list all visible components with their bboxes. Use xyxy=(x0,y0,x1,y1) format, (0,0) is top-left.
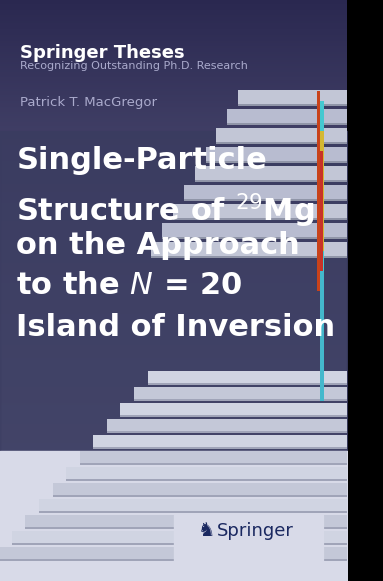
Bar xyxy=(12,531,347,545)
Text: Patrick T. MacGregor: Patrick T. MacGregor xyxy=(20,96,157,109)
Bar xyxy=(147,371,347,385)
Bar xyxy=(52,495,347,497)
Text: ♞: ♞ xyxy=(197,522,215,540)
Bar xyxy=(93,435,347,449)
Bar xyxy=(216,128,347,144)
Text: Structure of $^{29}$Mg: Structure of $^{29}$Mg xyxy=(16,191,315,229)
Bar xyxy=(66,479,347,481)
Bar xyxy=(162,223,347,239)
Bar xyxy=(173,204,347,220)
Bar xyxy=(147,383,347,385)
Bar xyxy=(238,90,347,106)
Bar xyxy=(317,91,319,291)
Bar xyxy=(321,131,324,251)
Bar xyxy=(52,483,347,497)
Text: Springer: Springer xyxy=(217,522,294,540)
Bar xyxy=(227,109,347,125)
Bar xyxy=(195,180,347,182)
Bar xyxy=(227,123,347,125)
Bar xyxy=(107,431,347,433)
Bar xyxy=(134,387,347,401)
Bar xyxy=(120,403,347,417)
Bar xyxy=(162,237,347,239)
Bar xyxy=(321,101,324,311)
Bar xyxy=(151,256,347,258)
Bar xyxy=(107,419,347,433)
Bar xyxy=(66,467,347,481)
Bar xyxy=(206,147,347,163)
Text: Recognizing Outstanding Ph.D. Research: Recognizing Outstanding Ph.D. Research xyxy=(20,61,248,71)
Text: to the $N$ = 20: to the $N$ = 20 xyxy=(16,271,242,300)
Bar xyxy=(80,451,347,465)
Bar xyxy=(151,242,347,258)
Bar xyxy=(173,218,347,220)
Bar xyxy=(206,161,347,163)
Bar xyxy=(0,559,347,561)
Bar xyxy=(184,185,347,201)
Bar xyxy=(238,104,347,106)
Bar xyxy=(120,415,347,417)
Bar xyxy=(93,447,347,449)
Text: Island of Inversion: Island of Inversion xyxy=(16,313,336,342)
Text: Single-Particle: Single-Particle xyxy=(16,146,267,175)
Bar xyxy=(321,271,324,401)
Bar xyxy=(39,511,347,513)
FancyBboxPatch shape xyxy=(174,513,324,564)
Bar xyxy=(195,166,347,182)
Bar xyxy=(25,527,347,529)
Bar xyxy=(25,515,347,529)
Bar xyxy=(184,199,347,201)
Bar xyxy=(216,142,347,144)
Bar xyxy=(80,463,347,465)
Bar xyxy=(39,499,347,513)
Bar xyxy=(321,151,323,301)
Bar xyxy=(12,543,347,545)
Text: Springer Theses: Springer Theses xyxy=(20,44,185,62)
Bar xyxy=(134,399,347,401)
Text: on the Approach: on the Approach xyxy=(16,231,300,260)
Bar xyxy=(0,547,347,561)
